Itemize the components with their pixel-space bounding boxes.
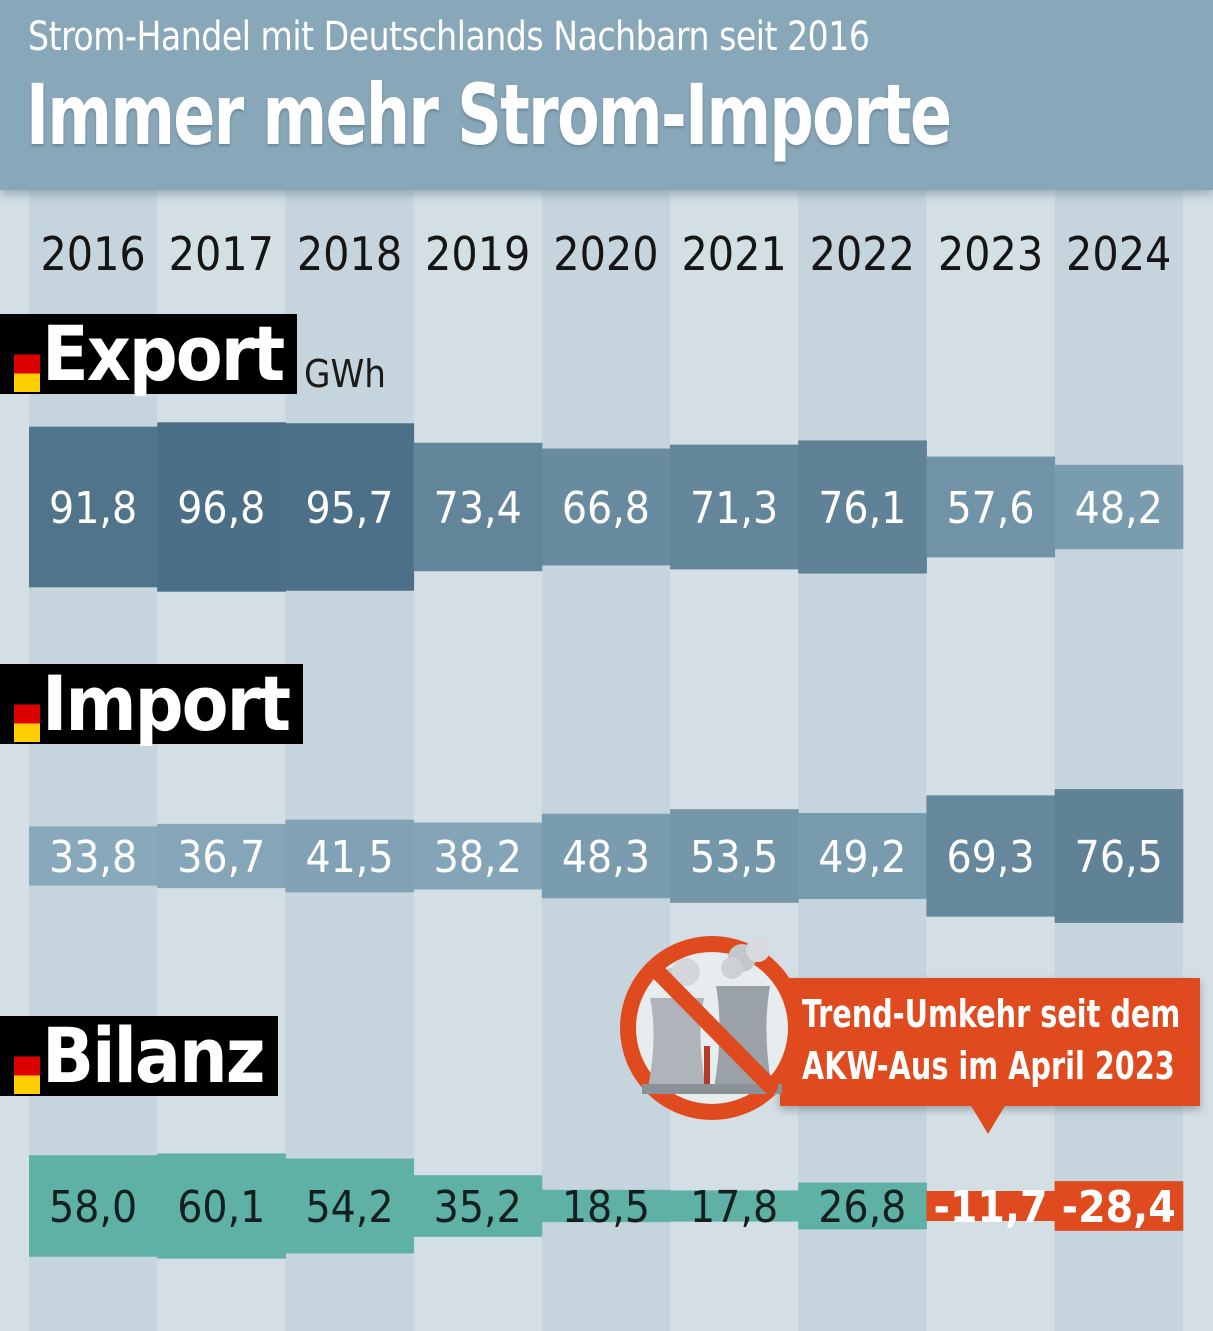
chart-title: Immer mehr Strom-Importe bbox=[26, 66, 952, 164]
data-label-bilanz: 60,1 bbox=[177, 1182, 265, 1233]
data-label-export: 73,4 bbox=[434, 483, 522, 534]
unit-label: GWh bbox=[304, 352, 386, 396]
annotation-line-2: AKW-Aus im April 2023 bbox=[802, 1044, 1175, 1088]
x-tick-label: 2017 bbox=[169, 227, 274, 281]
data-label-export: 95,7 bbox=[305, 483, 393, 534]
section-label-import-text: Import bbox=[42, 659, 291, 748]
data-label-export: 96,8 bbox=[177, 483, 265, 534]
data-label-import: 76,5 bbox=[1075, 832, 1163, 883]
bar-bilanz bbox=[926, 1191, 1056, 1221]
column-stripe bbox=[541, 190, 670, 1331]
bar-import bbox=[1054, 789, 1184, 923]
german-flag-icon bbox=[14, 1038, 40, 1094]
data-label-bilanz: 26,8 bbox=[818, 1182, 906, 1233]
section-label-export-text: Export bbox=[42, 309, 285, 398]
bar-export bbox=[29, 426, 158, 588]
section-label-import: Import bbox=[0, 664, 304, 744]
bar-export bbox=[413, 442, 543, 572]
section-label-bilanz-text: Bilanz bbox=[42, 1011, 266, 1100]
data-label-import: 41,5 bbox=[305, 832, 393, 883]
x-tick-label: 2019 bbox=[425, 227, 530, 281]
data-label-import: 38,2 bbox=[434, 832, 522, 883]
bar-export bbox=[670, 444, 799, 570]
bar-bilanz bbox=[541, 1189, 671, 1223]
bar-bilanz bbox=[157, 1153, 286, 1259]
x-tick-label: 2022 bbox=[810, 227, 915, 281]
bar-import bbox=[926, 795, 1056, 917]
data-label-bilanz: -11,7 bbox=[933, 1182, 1047, 1233]
data-label-import: 36,7 bbox=[177, 832, 265, 883]
data-label-bilanz: -28,4 bbox=[1062, 1182, 1176, 1233]
x-tick-label: 2021 bbox=[681, 227, 786, 281]
cooling-tower-icon bbox=[642, 938, 782, 1094]
data-label-export: 71,3 bbox=[690, 483, 778, 534]
data-label-import: 69,3 bbox=[946, 832, 1034, 883]
data-label-import: 49,2 bbox=[818, 832, 906, 883]
x-tick-label: 2023 bbox=[938, 227, 1043, 281]
data-label-import: 53,5 bbox=[690, 832, 778, 883]
data-label-bilanz: 58,0 bbox=[49, 1182, 137, 1233]
chart-subtitle: Strom-Handel mit Deutschlands Nachbarn s… bbox=[28, 14, 870, 60]
data-label-export: 48,2 bbox=[1075, 483, 1163, 534]
x-tick-label: 2016 bbox=[40, 227, 145, 281]
bar-bilanz bbox=[285, 1158, 415, 1254]
column-stripe bbox=[798, 190, 927, 1331]
bar-export bbox=[926, 456, 1056, 558]
x-tick-label: 2018 bbox=[297, 227, 402, 281]
prohibition-sign-icon bbox=[620, 936, 804, 1120]
bar-bilanz bbox=[29, 1155, 158, 1257]
bar-import bbox=[541, 813, 671, 899]
bar-export bbox=[541, 448, 671, 566]
x-tick-label: 2024 bbox=[1066, 227, 1171, 281]
header-banner: Strom-Handel mit Deutschlands Nachbarn s… bbox=[0, 0, 1213, 190]
column-stripe bbox=[285, 190, 414, 1331]
data-label-bilanz: 54,2 bbox=[305, 1182, 393, 1233]
german-flag-icon bbox=[14, 336, 40, 392]
data-label-export: 66,8 bbox=[562, 483, 650, 534]
annotation-callout: Trend-Umkehr seit dem AKW-Aus im April 2… bbox=[780, 978, 1200, 1134]
bar-import bbox=[29, 826, 158, 886]
bar-export bbox=[798, 440, 927, 574]
data-label-export: 76,1 bbox=[818, 483, 906, 534]
bar-export bbox=[285, 423, 415, 591]
section-label-bilanz: Bilanz bbox=[0, 1016, 278, 1096]
bar-import bbox=[670, 809, 799, 903]
bar-import bbox=[285, 819, 415, 893]
annotation-line-1: Trend-Umkehr seit dem bbox=[802, 992, 1181, 1036]
bar-import bbox=[798, 812, 927, 900]
data-label-import: 33,8 bbox=[49, 832, 137, 883]
bar-export bbox=[157, 422, 286, 592]
bar-bilanz bbox=[670, 1190, 799, 1222]
bar-export bbox=[1054, 464, 1184, 550]
column-stripe bbox=[1054, 190, 1183, 1331]
x-tick-label: 2020 bbox=[553, 227, 658, 281]
german-flag-icon bbox=[14, 686, 40, 742]
data-label-import: 48,3 bbox=[562, 832, 650, 883]
data-label-bilanz: 17,8 bbox=[690, 1182, 778, 1233]
bar-import bbox=[413, 822, 543, 890]
data-label-export: 91,8 bbox=[49, 483, 137, 534]
section-label-export: Export bbox=[0, 314, 298, 394]
data-label-export: 57,6 bbox=[946, 483, 1034, 534]
data-label-bilanz: 35,2 bbox=[434, 1182, 522, 1233]
bar-bilanz bbox=[798, 1182, 927, 1230]
bar-bilanz bbox=[1054, 1181, 1184, 1231]
data-label-bilanz: 18,5 bbox=[562, 1182, 650, 1233]
bar-bilanz bbox=[413, 1175, 543, 1237]
bar-import bbox=[157, 823, 286, 889]
